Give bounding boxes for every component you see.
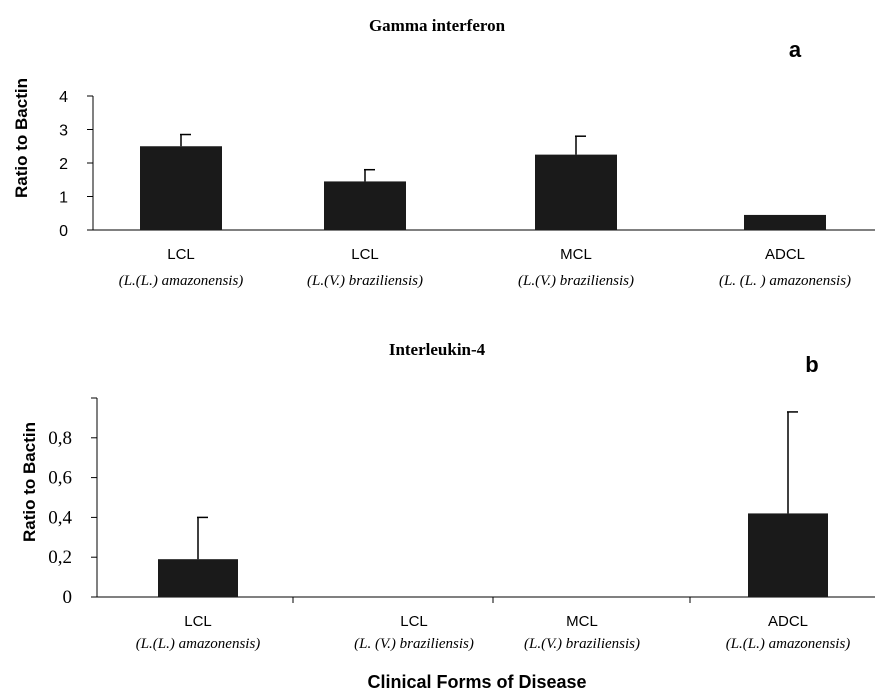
panel-gamma-interferon: Gamma interferon a Ratio to Bactin 0 1 2 3 4… <box>12 16 875 289</box>
y-tick-label: 0,8 <box>48 428 72 449</box>
bar <box>158 559 238 597</box>
x-axis-label: Clinical Forms of Disease <box>367 672 586 692</box>
x-category-label: LCL <box>400 613 428 630</box>
x-category-species: (L. (V.) braziliensis) <box>354 636 474 652</box>
x-category-species: (L.(V.) braziliensis) <box>307 273 423 289</box>
x-category-label: MCL <box>560 246 592 263</box>
x-category-species: (L.(V.) braziliensis) <box>518 273 634 289</box>
bar <box>744 214 826 230</box>
y-tick-label: 1 <box>59 190 68 207</box>
y-tick-label: 0 <box>63 587 73 608</box>
x-category-label: LCL <box>184 613 212 630</box>
y-tick-label: 0 <box>59 223 68 240</box>
x-category-species: (L.(V.) braziliensis) <box>524 636 640 652</box>
y-tick-label: 0,4 <box>48 507 72 528</box>
y-axis-label-a: Ratio to Bactin <box>12 78 31 198</box>
x-category-label: LCL <box>167 246 195 263</box>
chart-title-b: Interleukin-4 <box>389 340 486 359</box>
x-category-species: (L.(L.) amazonensis) <box>136 636 261 652</box>
x-category-label: ADCL <box>765 246 805 263</box>
x-category-label: LCL <box>351 246 379 263</box>
x-category-species: (L.(L.) amazonensis) <box>726 636 851 652</box>
panel-interleukin-4: Interleukin-4 b Ratio to Bactin 0 0,2 0,4 0… <box>20 340 875 692</box>
x-category-species: (L. (L. ) amazonensis) <box>719 273 851 289</box>
chart-title-a: Gamma interferon <box>369 16 506 35</box>
y-tick-label: 0,2 <box>48 547 72 568</box>
y-tick-label: 3 <box>59 123 68 140</box>
y-tick-label: 0,6 <box>48 468 72 489</box>
panel-letter-a: a <box>789 37 802 62</box>
bar <box>324 181 406 230</box>
panel-letter-b: b <box>805 352 818 377</box>
x-category-label: ADCL <box>768 613 808 630</box>
y-tick-label: 2 <box>59 156 68 173</box>
bar <box>748 513 828 597</box>
bar <box>140 146 222 230</box>
y-axis-label-b: Ratio to Bactin <box>20 422 39 542</box>
bar <box>535 154 617 230</box>
x-category-label: MCL <box>566 613 598 630</box>
x-category-species: (L.(L.) amazonensis) <box>119 273 244 289</box>
y-tick-label: 4 <box>59 89 68 106</box>
